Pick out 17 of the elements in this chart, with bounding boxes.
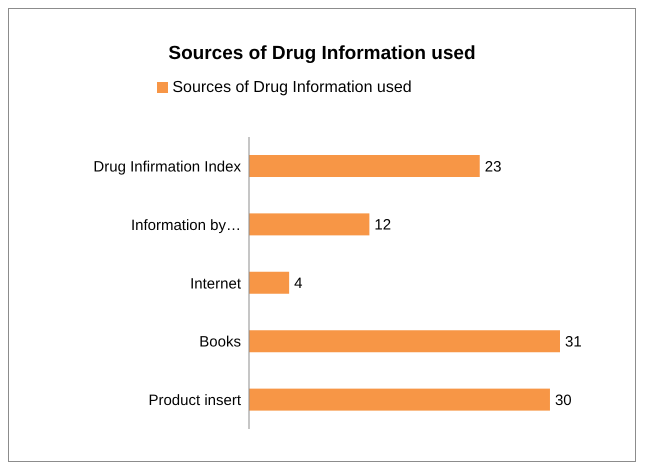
bar	[249, 213, 370, 236]
chart-title: Sources of Drug Information used	[167, 42, 477, 66]
data-label: 4	[294, 275, 302, 292]
y-tick-label: Information by…	[130, 216, 241, 234]
bar	[249, 330, 560, 352]
data-label: 23	[484, 158, 502, 176]
bar	[249, 388, 550, 411]
legend-label: Sources of Drug Information used	[172, 79, 412, 96]
y-tick-label: Product insert	[148, 392, 242, 410]
data-label: 30	[554, 392, 572, 409]
y-tick-label: Books	[199, 334, 241, 351]
y-tick-label: Internet	[190, 275, 242, 292]
bar	[249, 272, 290, 294]
y-tick-label: Drug Infirmation Index	[93, 158, 242, 176]
data-label: 12	[374, 216, 392, 234]
data-label: 31	[565, 334, 582, 351]
bar	[249, 155, 480, 177]
